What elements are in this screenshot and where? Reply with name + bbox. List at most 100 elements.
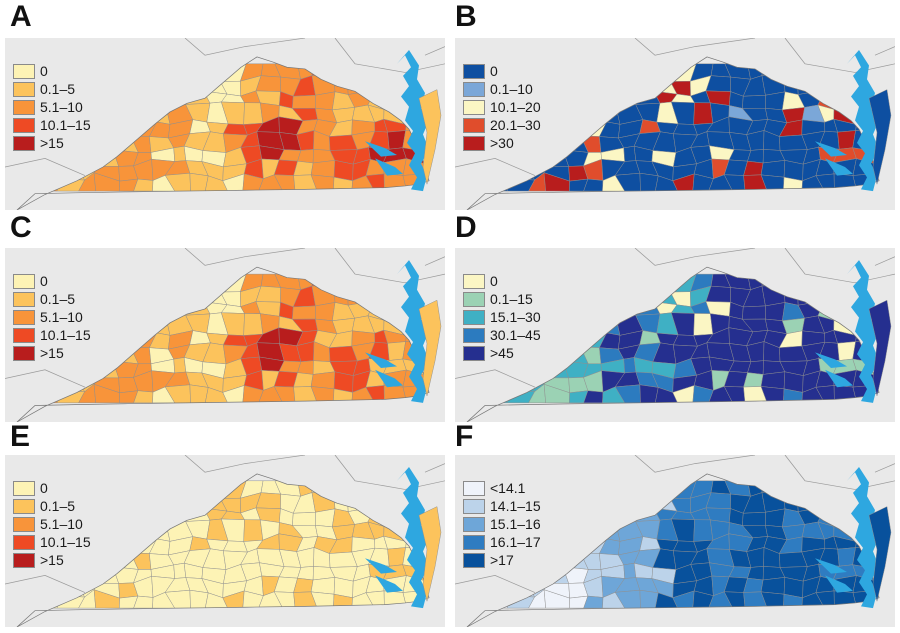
county [544,286,571,307]
county [110,331,137,348]
county [119,94,140,104]
map-legend: 0 0.1–5 5.1–10 10.1–15 >15 [13,479,91,569]
legend-swatch [463,273,485,289]
county [165,504,187,523]
county [654,273,673,293]
map-panel-b: 0 0.1–10 10.1–20 20.1–30 >30 [455,38,895,210]
water-body [365,50,429,192]
county [544,480,569,496]
county [488,592,511,609]
county [151,75,172,94]
legend-label: >15 [40,552,64,568]
county [615,504,637,523]
county [151,492,172,511]
county [333,74,349,95]
county [583,303,606,318]
county [623,145,637,162]
county [94,75,121,97]
county [580,63,602,83]
legend-item: >45 [463,344,541,362]
county [634,480,657,498]
legend-swatch [13,552,35,568]
county [693,313,714,336]
county [24,374,44,388]
legend-item: 16.1–17 [463,533,541,551]
county [761,74,786,96]
county [133,93,156,107]
county [547,102,571,125]
legend-item: 5.1–10 [13,98,91,116]
legend-swatch [463,135,485,151]
county [114,273,135,293]
county [97,119,113,135]
county [783,74,799,95]
county [634,493,656,509]
legend-item: >15 [13,134,91,152]
legend-item: 10.1–20 [463,98,541,116]
county [99,133,114,150]
county [599,504,622,524]
legend-swatch [463,81,485,97]
map-panel-a: 0 0.1–5 5.1–10 10.1–15 >15 [5,38,445,210]
legend-label: >15 [40,345,64,361]
county [742,512,766,526]
county [620,493,638,509]
county [598,538,621,556]
panel-label-a: A [10,0,32,33]
county [311,480,337,493]
county [564,273,585,293]
eastern-shore [418,89,442,185]
county [310,371,336,390]
county [547,536,563,552]
legend-label: 0.1–5 [40,291,76,307]
water-body [815,260,879,403]
county [189,384,209,404]
county [148,332,171,350]
county [372,286,395,301]
county [634,286,656,303]
eastern-shore [418,506,442,602]
county [151,285,172,305]
county [761,63,787,76]
county [583,312,608,334]
legend-label: >45 [490,345,514,361]
county [315,91,336,111]
county [189,589,209,609]
county [347,287,376,306]
county [544,75,571,97]
county [822,76,845,91]
county [634,273,657,292]
county [564,63,585,83]
county [333,491,349,512]
legend-item: 0.1–5 [13,497,91,515]
county [114,480,135,500]
legend-item: 0.1–15 [463,290,541,308]
legend-item: 0.1–10 [463,80,541,98]
county [474,590,492,609]
county [94,304,121,321]
legend-label: 0 [40,63,48,79]
county [94,94,121,110]
county [149,298,172,318]
county [370,480,394,497]
legend-swatch [13,81,35,97]
legend-item: 14.1–15 [463,497,541,515]
legend-swatch [13,516,35,532]
county [347,493,376,512]
county [130,75,156,96]
county [130,492,156,513]
county [111,102,137,125]
county [372,493,395,508]
legend-swatch [463,327,485,343]
county [133,303,156,318]
county [111,519,137,542]
county [243,102,264,125]
legend-swatch [13,498,35,514]
legend-item: 30.1–45 [463,326,541,344]
county [38,386,61,404]
neighbor-state-borders [5,248,445,388]
neighbor-state-borders [455,38,895,176]
county [474,384,492,404]
county [474,579,494,593]
legend-label: 0 [40,480,48,496]
